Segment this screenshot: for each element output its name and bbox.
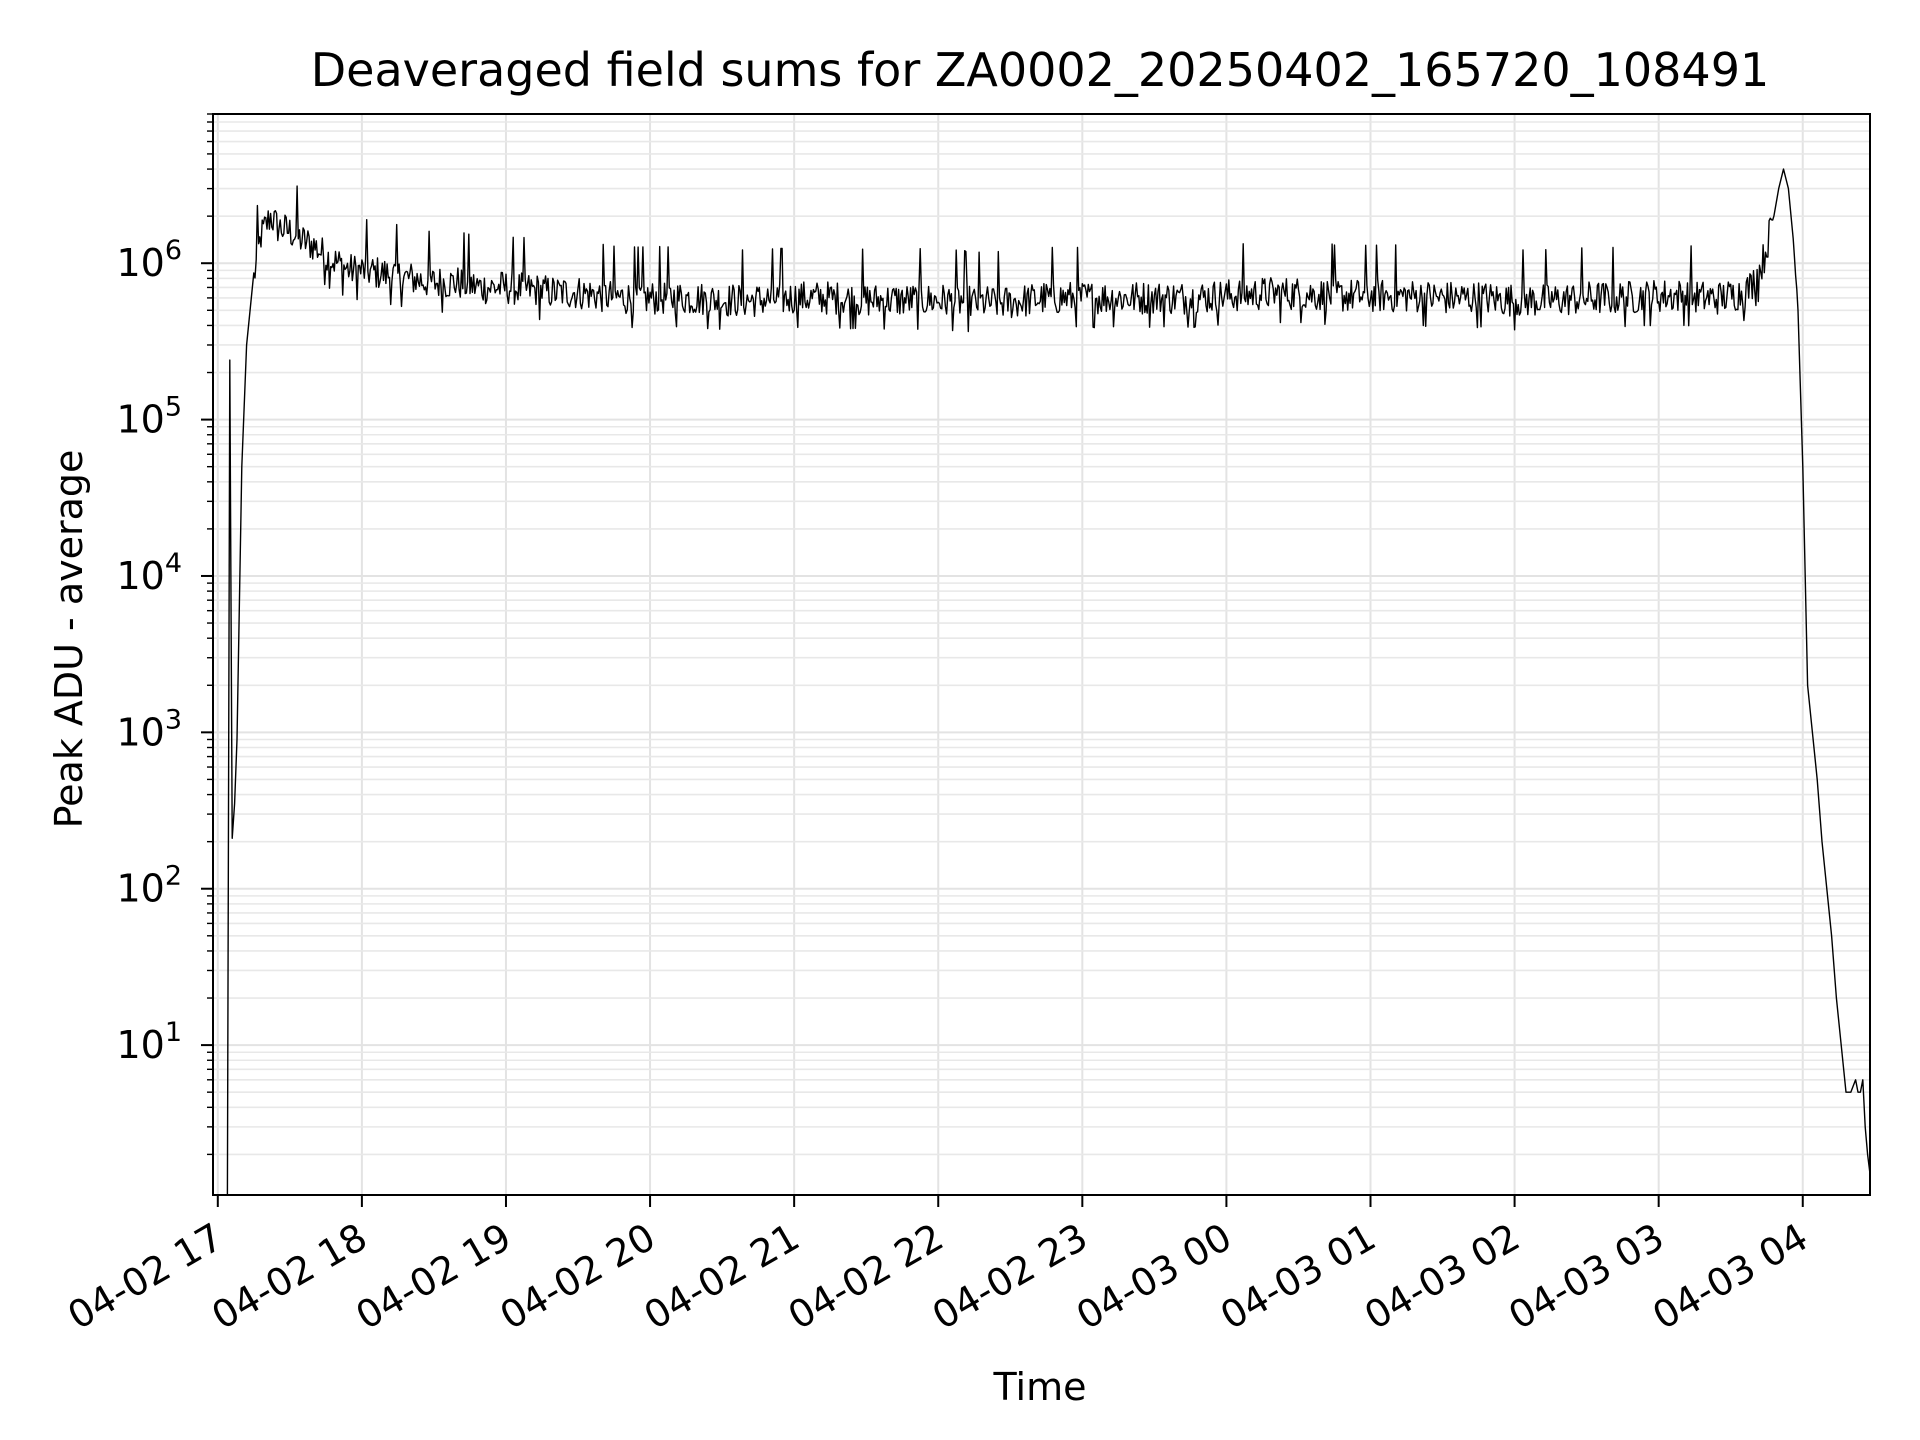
y-tick-exponent: 6 bbox=[165, 235, 182, 266]
y-tick-base: 10 bbox=[116, 398, 164, 442]
y-tick-base: 10 bbox=[116, 241, 164, 285]
y-tick-exponent: 3 bbox=[165, 704, 182, 735]
y-tick-base: 10 bbox=[116, 1023, 164, 1067]
y-tick-base: 10 bbox=[116, 554, 164, 598]
x-axis-label: Time bbox=[993, 1365, 1087, 1409]
grid bbox=[213, 113, 1870, 1195]
y-tick-base: 10 bbox=[116, 710, 164, 754]
y-tick-label: 102 bbox=[116, 861, 182, 911]
y-tick-label: 105 bbox=[116, 392, 182, 442]
plot-area bbox=[226, 168, 1871, 1196]
y-axis-label: Peak ADU - average bbox=[47, 450, 91, 829]
chart-title: Deaveraged field sums for ZA0002_2025040… bbox=[311, 43, 1770, 97]
y-tick-label: 104 bbox=[116, 548, 182, 598]
y-tick-base: 10 bbox=[116, 867, 164, 911]
series-line bbox=[226, 168, 1871, 1196]
y-tick-label: 106 bbox=[116, 235, 182, 285]
y-tick-exponent: 4 bbox=[165, 548, 182, 579]
y-tick-label: 101 bbox=[116, 1017, 182, 1067]
y-tick-label: 103 bbox=[116, 704, 182, 754]
y-tick-exponent: 2 bbox=[165, 861, 182, 892]
axes-frame bbox=[212, 113, 1871, 1196]
y-tick-exponent: 5 bbox=[165, 392, 182, 423]
y-tick-exponent: 1 bbox=[165, 1017, 182, 1048]
